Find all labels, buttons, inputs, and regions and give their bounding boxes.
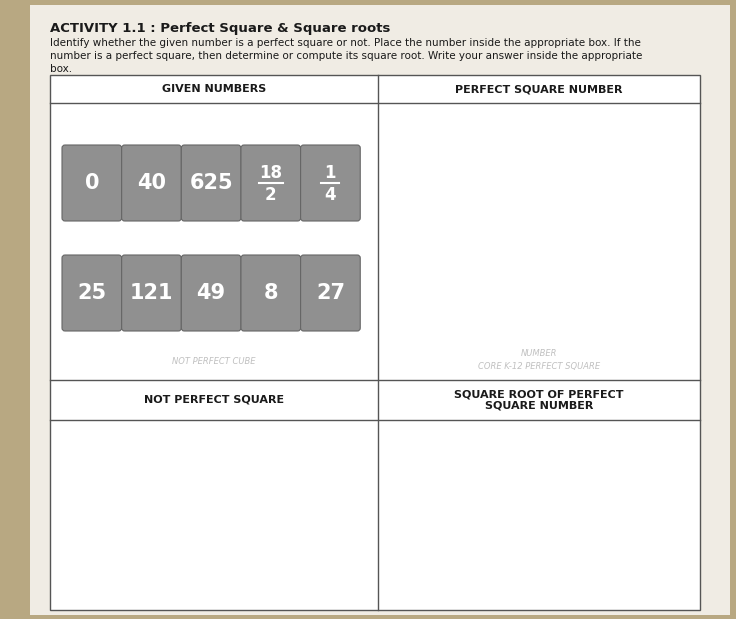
Text: 0: 0	[85, 173, 99, 193]
Text: Identify whether the given number is a perfect square or not. Place the number i: Identify whether the given number is a p…	[50, 38, 641, 48]
FancyBboxPatch shape	[62, 145, 121, 221]
Text: number is a perfect square, then determine or compute its square root. Write you: number is a perfect square, then determi…	[50, 51, 643, 61]
FancyBboxPatch shape	[121, 255, 181, 331]
FancyBboxPatch shape	[241, 255, 300, 331]
Text: NUMBER: NUMBER	[521, 350, 557, 358]
Text: CORE K-12 PERFECT SQUARE: CORE K-12 PERFECT SQUARE	[478, 363, 600, 371]
Text: 49: 49	[197, 283, 226, 303]
Text: NOT PERFECT SQUARE: NOT PERFECT SQUARE	[144, 395, 284, 405]
Text: 121: 121	[130, 283, 173, 303]
Text: box.: box.	[50, 64, 72, 74]
Text: SQUARE ROOT OF PERFECT
SQUARE NUMBER: SQUARE ROOT OF PERFECT SQUARE NUMBER	[454, 389, 624, 411]
Text: 1: 1	[325, 164, 336, 182]
FancyBboxPatch shape	[181, 255, 241, 331]
FancyBboxPatch shape	[241, 145, 300, 221]
Bar	[50, 75, 700, 610]
FancyBboxPatch shape	[300, 255, 360, 331]
Text: GIVEN NUMBERS: GIVEN NUMBERS	[162, 84, 266, 94]
Text: PERFECT SQUARE NUMBER: PERFECT SQUARE NUMBER	[456, 84, 623, 94]
Text: 2: 2	[265, 186, 277, 204]
FancyBboxPatch shape	[62, 255, 121, 331]
Text: 4: 4	[325, 186, 336, 204]
Text: 8: 8	[263, 283, 278, 303]
Text: 27: 27	[316, 283, 345, 303]
Text: 40: 40	[137, 173, 166, 193]
Text: NOT PERFECT CUBE: NOT PERFECT CUBE	[172, 358, 256, 366]
FancyBboxPatch shape	[181, 145, 241, 221]
Text: 18: 18	[259, 164, 283, 182]
Text: 625: 625	[189, 173, 233, 193]
FancyBboxPatch shape	[300, 145, 360, 221]
Text: ACTIVITY 1.1 : Perfect Square & Square roots: ACTIVITY 1.1 : Perfect Square & Square r…	[50, 22, 390, 35]
FancyBboxPatch shape	[121, 145, 181, 221]
Text: 25: 25	[77, 283, 107, 303]
